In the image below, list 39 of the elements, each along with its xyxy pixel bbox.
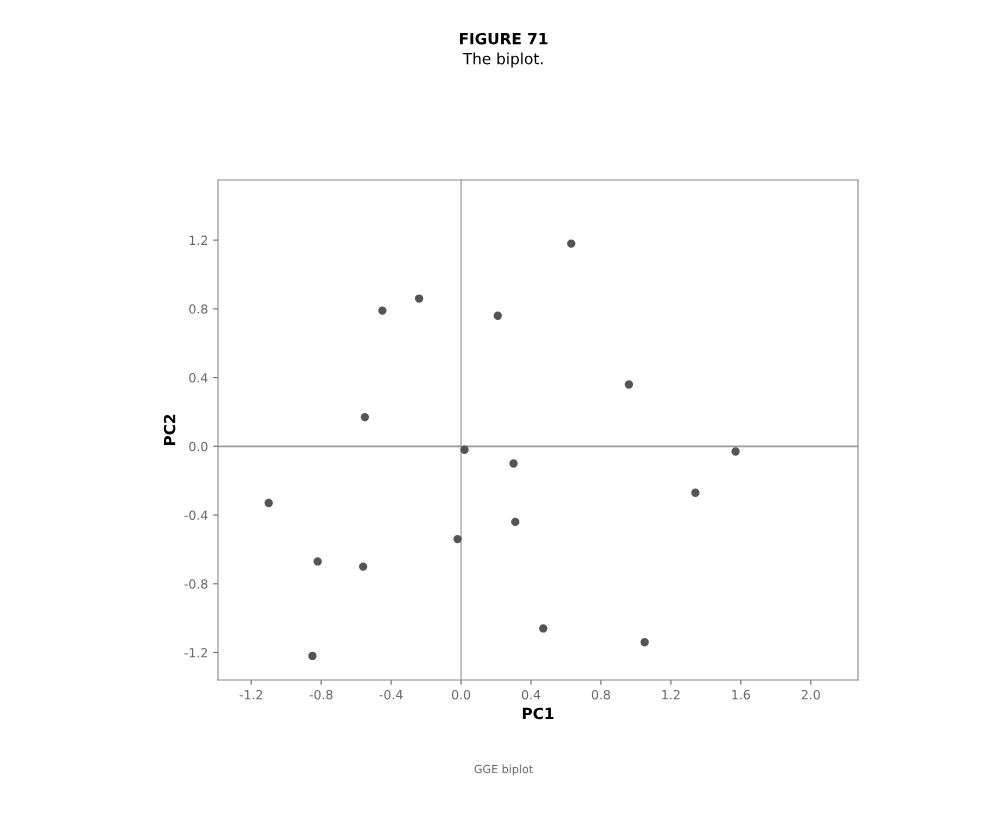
- x-tick-label: -0.8: [309, 689, 333, 700]
- x-axis-title: PC1: [522, 707, 554, 720]
- point: [264, 498, 273, 508]
- x-tick-label: -0.4: [379, 689, 403, 700]
- y-tick-label: 0.8: [189, 304, 208, 314]
- chart-subtitle: The biplot.: [462, 52, 543, 68]
- point: [453, 534, 462, 544]
- point: [313, 557, 322, 566]
- x-tick-label: -1.2: [239, 689, 263, 700]
- point: [509, 459, 518, 468]
- point: [360, 412, 370, 422]
- point: [308, 651, 317, 661]
- point: [511, 517, 520, 527]
- x-tick-label: 1.6: [732, 689, 750, 700]
- point: [539, 624, 548, 633]
- y-tick-label: 1.2: [189, 235, 208, 245]
- x-tick-label: 0.0: [451, 689, 471, 700]
- x-tick-label: 1.2: [662, 689, 680, 700]
- point: [358, 562, 368, 571]
- y-tick-label: -1.2: [184, 647, 208, 658]
- point: [691, 488, 700, 497]
- point: [460, 445, 469, 454]
- point: [378, 306, 387, 315]
- point: [624, 380, 634, 389]
- x-tick-label: 0.8: [591, 689, 611, 700]
- y-tick-label: 0.4: [189, 373, 208, 383]
- chart-title: FIGURE 71: [459, 32, 548, 45]
- point: [640, 638, 649, 647]
- y-tick-label: -0.8: [184, 579, 208, 589]
- x-tick-label: 2.0: [801, 689, 820, 700]
- y-tick-label: 0.0: [189, 441, 208, 452]
- y-axis-title: PC2: [163, 414, 176, 446]
- point: [731, 447, 740, 456]
- text: GGE biplot: [474, 764, 533, 776]
- y-tick-label: -0.4: [184, 510, 208, 520]
- point: [414, 294, 424, 303]
- x-tick-label: 0.4: [521, 689, 541, 700]
- point: [493, 311, 502, 320]
- point: [567, 239, 576, 248]
